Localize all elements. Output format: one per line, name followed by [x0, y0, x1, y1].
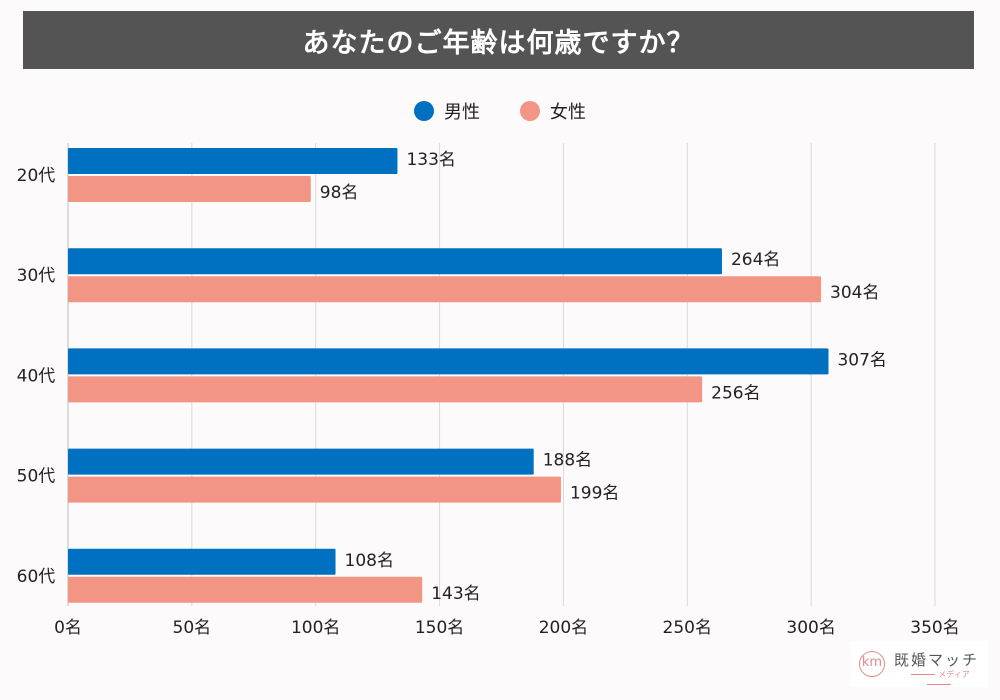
bar-male [68, 248, 722, 275]
bar-female [68, 176, 311, 202]
x-tick-label: 50名 [173, 618, 212, 638]
bar-female [68, 376, 703, 403]
category-label: 20代 [17, 166, 56, 186]
legend-label-female: 女性 [550, 102, 586, 123]
x-tick-label: 300名 [786, 618, 835, 638]
legend-dot-male [414, 101, 434, 121]
logo-sub: メディア [894, 669, 984, 689]
x-tick-label: 100名 [291, 618, 340, 638]
data-label: 256名 [711, 383, 760, 403]
data-label: 108名 [345, 551, 394, 571]
legend-dot-female [520, 101, 540, 121]
x-tick-label: 350名 [910, 618, 959, 638]
category-label: 60代 [17, 567, 56, 587]
bar-male [68, 548, 336, 575]
bar-male [68, 448, 534, 475]
bar-male [68, 148, 398, 174]
bar-female [68, 576, 423, 603]
chart-title: あなたのご年齢は何歳ですか？ [23, 11, 974, 69]
logo-mark-icon: km [859, 651, 885, 677]
data-label: 133名 [406, 150, 455, 170]
data-label: 304名 [830, 283, 879, 303]
bar-female [68, 476, 561, 503]
x-tick-label: 150名 [415, 618, 464, 638]
x-tick-label: 250名 [663, 618, 712, 638]
data-label: 199名 [570, 484, 619, 504]
data-label: 264名 [731, 250, 780, 270]
category-label: 50代 [17, 467, 56, 487]
category-label: 30代 [17, 266, 56, 286]
x-tick-label: 200名 [539, 618, 588, 638]
category-label: 40代 [17, 366, 56, 386]
data-label: 143名 [431, 584, 480, 604]
brand-logo: km 既婚マッチ メディア [851, 641, 988, 687]
bar-male [68, 348, 829, 375]
x-tick-label: 0名 [54, 618, 82, 638]
legend: 男性 女性 [0, 98, 1000, 124]
logo-name: 既婚マッチ [894, 651, 980, 669]
data-label: 98名 [320, 183, 359, 203]
data-label: 188名 [543, 451, 592, 471]
bar-female [68, 276, 822, 303]
logo-sub-text: メディア [938, 670, 970, 679]
legend-item-female: 女性 [520, 98, 586, 124]
legend-label-male: 男性 [444, 102, 480, 123]
legend-item-male: 男性 [414, 98, 480, 124]
data-label: 307名 [837, 350, 886, 370]
